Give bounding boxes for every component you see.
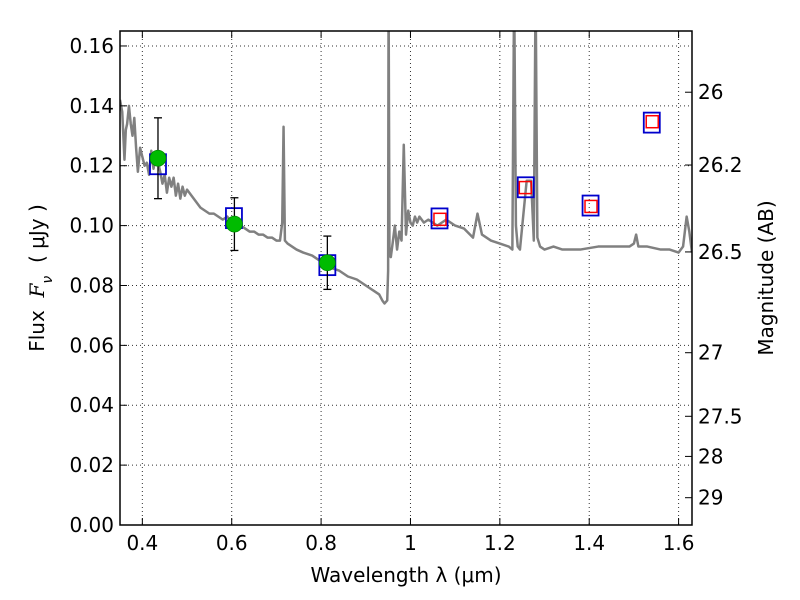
model-photometry-box [430, 207, 449, 230]
y-axis-label: Flux Fν ( μJy ) [25, 204, 56, 352]
y-tick-label: 0.02 [69, 453, 114, 477]
grid-layer [120, 31, 692, 525]
x-tick-label: 1 [404, 531, 417, 555]
y2-tick-label: 26.5 [698, 240, 743, 264]
y-tick-label: 0.16 [69, 34, 114, 58]
model-photometry-box [581, 194, 600, 217]
x-axis-label: Wavelength λ (μm) [310, 563, 501, 587]
measured-point [318, 254, 336, 272]
y-tick-label: 0.14 [69, 94, 114, 118]
y-tick-label: 0.00 [69, 513, 114, 537]
x-tick-label: 1.6 [663, 531, 695, 555]
y2-tick-label: 27.5 [698, 404, 743, 428]
y2-axis-label: Magnitude (AB) [754, 200, 778, 355]
upper-limit-square [645, 114, 659, 129]
upper-limit-square [584, 199, 598, 214]
y-tick-label: 0.06 [69, 333, 114, 357]
measured-point [225, 215, 243, 233]
error-bar-layer [153, 117, 332, 291]
y2-tick-label: 26.2 [698, 153, 743, 177]
plot-frame [119, 30, 693, 526]
y2-tick-label: 29 [698, 486, 723, 510]
y2-tick-label: 27 [698, 341, 723, 365]
x-tick-label: 0.8 [305, 531, 337, 555]
model-photometry-box [516, 176, 535, 199]
y2-tick-label: 28 [698, 444, 723, 468]
y-tick-label: 0.08 [69, 273, 114, 297]
upper-limit-square [433, 212, 447, 227]
model-photometry-box [642, 111, 661, 134]
upper-limit-layer [433, 114, 659, 227]
measured-point-layer [149, 149, 336, 272]
y-axis-label-post: ( μJy ) [25, 204, 49, 276]
tick-layer: 0.4 0.6 0.8 1 1.2 1.4 1.6 0.00 0.02 0.04 0.06 0.08 0… [69, 31, 743, 555]
x-tick-label: 1.4 [573, 531, 605, 555]
y-axis-label-nu: ν [40, 276, 56, 284]
x-tick-label: 0.6 [216, 531, 248, 555]
y-tick-label: 0.10 [69, 214, 114, 238]
x-tick-label: 1.2 [484, 531, 516, 555]
y-axis-label-f: F [25, 282, 49, 298]
sed-model-layer [120, 31, 692, 305]
y-tick-label: 0.12 [69, 154, 114, 178]
y-tick-label: 0.04 [69, 393, 114, 417]
upper-limit-square [518, 180, 533, 195]
sed-model-line [120, 31, 692, 305]
y2-tick-label: 26 [698, 80, 723, 104]
measured-point [149, 149, 167, 167]
x-tick-label: 0.4 [126, 531, 158, 555]
y-axis-label-pre: Flux [25, 297, 49, 351]
